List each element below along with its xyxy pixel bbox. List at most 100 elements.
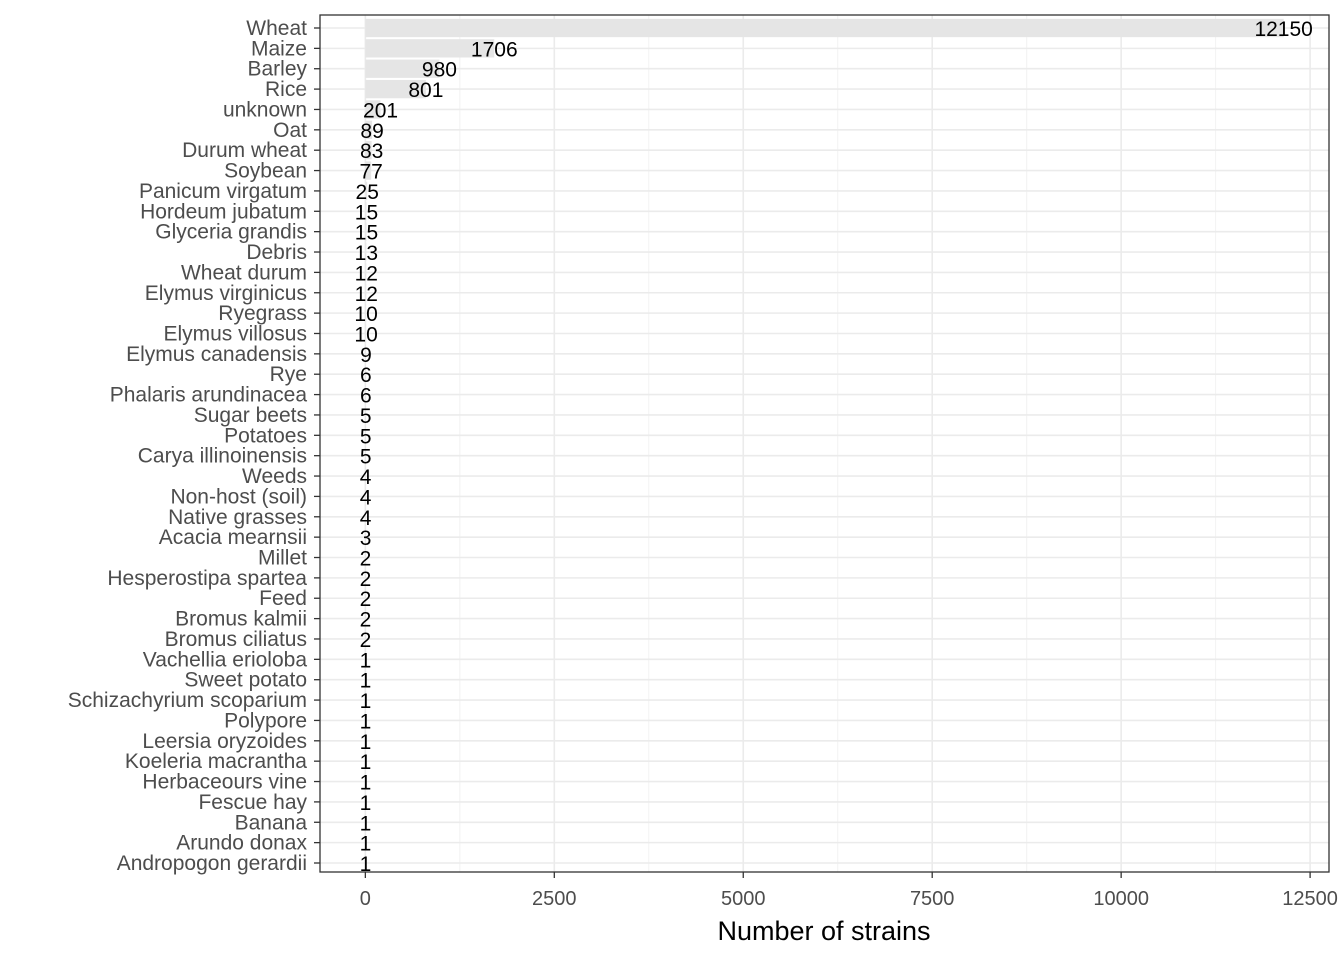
y-tick-label: Soybean [224, 160, 307, 183]
bars [365, 18, 1284, 873]
y-tick-label: Oat [273, 119, 307, 142]
y-tick-label: Durum wheat [182, 139, 307, 162]
bar-value-label: 1 [360, 853, 372, 876]
y-tick-label: Bromus ciliatus [165, 628, 307, 651]
bar-value-label: 980 [422, 59, 457, 82]
bar [365, 507, 366, 526]
bar [365, 670, 366, 689]
y-tick-label: Fescue hay [198, 791, 307, 814]
bar-value-label: 5 [360, 405, 372, 428]
bar [365, 813, 366, 832]
bar [365, 629, 366, 649]
bar [365, 446, 366, 465]
bar [365, 589, 366, 608]
y-tick-label: Leersia oryzoides [142, 730, 307, 753]
y-tick-label: Hesperostipa spartea [107, 567, 307, 590]
bar [365, 568, 366, 588]
bar [365, 181, 368, 201]
y-tick-label: Potatoes [224, 424, 307, 447]
y-tick-label: Bromus kalmii [175, 608, 307, 631]
bar [365, 141, 372, 160]
bar [365, 263, 367, 282]
bar [365, 772, 366, 791]
bar [365, 161, 372, 180]
bar-value-label: 2 [360, 548, 372, 571]
bar-value-label: 1 [360, 792, 372, 815]
y-tick-label: Phalaris arundinacea [110, 384, 308, 407]
x-axis: 0 2500 5000 7500 10000 12500 [360, 872, 1338, 910]
y-tick-label: Elymus canadensis [126, 343, 307, 366]
y-tick-label: Rye [270, 363, 307, 386]
bar [365, 283, 367, 302]
bar-value-label: 1 [360, 649, 372, 672]
bar-value-label: 83 [360, 140, 383, 163]
y-tick-label: Banana [235, 811, 308, 834]
bar-value-label: 12150 [1254, 18, 1312, 41]
bar-value-label: 12 [355, 283, 378, 306]
y-tick-label: Vachellia erioloba [143, 648, 308, 671]
bar-value-label: 4 [360, 507, 372, 530]
y-tick-label: Schizachyrium scoparium [68, 689, 307, 712]
bar-value-label: 9 [360, 344, 372, 367]
bar [365, 731, 366, 750]
y-tick-label: Arundo donax [176, 832, 307, 855]
bar-value-label: 201 [363, 99, 398, 122]
bar [365, 344, 367, 364]
bar [365, 466, 366, 486]
bar [365, 79, 426, 99]
bar [365, 527, 366, 547]
bar [365, 39, 495, 58]
bar-value-label: 6 [360, 385, 372, 408]
bar [365, 120, 373, 139]
y-tick-label: Andropogon gerardii [117, 852, 307, 875]
y-tick-label: Wheat [246, 17, 307, 40]
bar [365, 833, 366, 852]
y-tick-label: Glyceria grandis [155, 221, 307, 244]
bar [365, 405, 366, 425]
bar-value-label: 1 [360, 812, 372, 835]
bar-value-label: 12 [355, 262, 378, 285]
y-tick-label: Elymus virginicus [145, 282, 307, 305]
plot-panel [320, 15, 1329, 872]
y-tick-label: Rice [265, 78, 307, 101]
y-tick-label: Carya illinoinensis [138, 445, 307, 468]
bar [365, 242, 367, 262]
bar-value-label: 13 [355, 242, 378, 265]
bar [365, 324, 367, 343]
y-tick-label: unknown [223, 98, 307, 121]
bar [365, 853, 366, 873]
bar-value-label: 15 [355, 201, 378, 224]
bar-value-label: 1 [360, 731, 372, 754]
bar-value-label: 1 [360, 690, 372, 713]
bar-value-label: 2 [360, 568, 372, 591]
bar-value-label: 89 [360, 120, 383, 143]
y-tick-label: Wheat durum [181, 261, 307, 284]
bar [365, 222, 367, 241]
bar-value-label: 10 [354, 303, 377, 326]
plot-border [319, 14, 1330, 873]
y-tick-label: Herbaceours vine [142, 771, 307, 794]
y-tick-label: Feed [259, 587, 307, 610]
y-tick-label: Acacia mearnsii [159, 526, 307, 549]
bar [365, 711, 366, 730]
bar [365, 548, 366, 567]
bar-value-label: 4 [360, 486, 372, 509]
y-tick-label: Sugar beets [194, 404, 307, 427]
bar-value-label: 2 [360, 588, 372, 611]
bar-value-label: 1 [360, 772, 372, 795]
y-tick-label: Millet [258, 547, 307, 570]
y-tick-label: Polypore [224, 709, 307, 732]
x-tick-label: 12500 [1282, 888, 1338, 910]
bar-value-label: 5 [360, 425, 372, 448]
bar [365, 487, 366, 506]
bar-value-label: 3 [360, 527, 372, 550]
bar [365, 365, 366, 384]
bar [365, 385, 366, 404]
x-tick-label: 7500 [910, 888, 955, 910]
value-labels: 1215017069808012018983772515151312121010… [354, 18, 1312, 876]
bar-value-label: 1706 [471, 38, 518, 61]
bar-value-label: 15 [355, 222, 378, 245]
bar-value-label: 2 [360, 629, 372, 652]
